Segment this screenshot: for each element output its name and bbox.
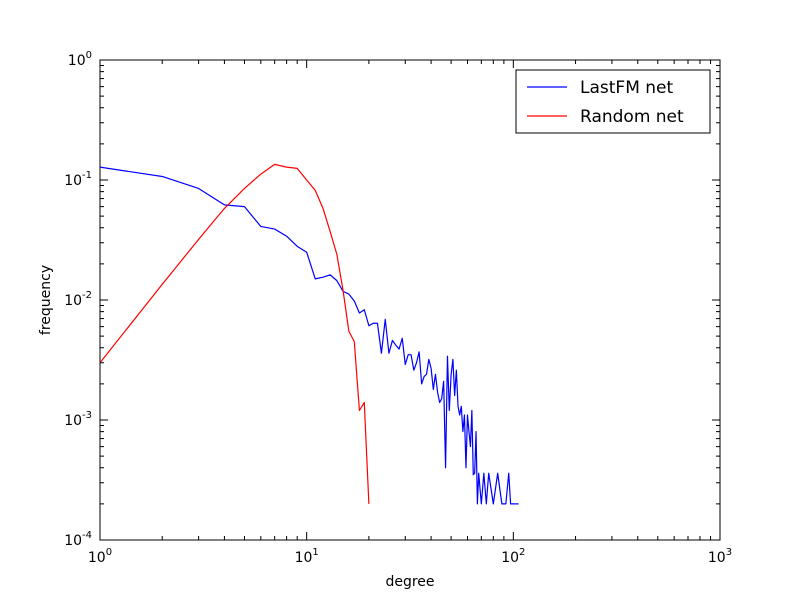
- series-line-random-net: [99, 163, 370, 504]
- y-tick-label-base: 10: [64, 413, 82, 429]
- y-tick-label: 10-2: [64, 290, 92, 309]
- y-tick-label-base: 10: [64, 173, 82, 189]
- x-tick-label-exponent: 3: [726, 547, 732, 558]
- legend: LastFM net Random net: [515, 69, 711, 134]
- y-tick-label-exponent: 0: [86, 50, 92, 61]
- x-tick-labels: 100 101 102 103: [88, 547, 732, 566]
- series-line-lastfm-net: [99, 166, 519, 505]
- x-tick-label: 101: [295, 547, 319, 566]
- x-tick-label: 102: [501, 547, 525, 566]
- x-tick-label-base: 10: [295, 550, 313, 566]
- plot-area: [99, 59, 721, 541]
- y-tick-label: 10-1: [64, 170, 92, 189]
- x-tick-label-base: 10: [88, 550, 106, 566]
- x-tick-label-exponent: 0: [106, 547, 112, 558]
- x-tick-label: 100: [88, 547, 112, 566]
- legend-label-random-net: Random net: [580, 107, 684, 127]
- x-tick-label-base: 10: [501, 550, 519, 566]
- y-tick-label-base: 10: [68, 53, 86, 69]
- y-tick-label-exponent: -2: [82, 290, 92, 301]
- legend-box: [515, 69, 711, 134]
- y-tick-label-exponent: -1: [82, 170, 92, 181]
- y-tick-label: 10-4: [64, 530, 92, 549]
- legend-label-lastfm-net: LastFM net: [580, 78, 673, 98]
- y-tick-label: 100: [68, 50, 92, 69]
- series-layer: [99, 163, 519, 505]
- y-tick-label-exponent: -3: [82, 410, 92, 421]
- x-axis-label: degree: [385, 574, 434, 590]
- ticks-layer: [99, 59, 721, 541]
- x-tick-label-base: 10: [708, 550, 726, 566]
- x-tick-label-exponent: 2: [519, 547, 525, 558]
- y-tick-label: 10-3: [64, 410, 92, 429]
- y-tick-label-base: 10: [64, 293, 82, 309]
- x-tick-label-exponent: 1: [312, 547, 318, 558]
- plot-frame: [99, 59, 721, 541]
- y-axis-label: frequency: [38, 265, 54, 335]
- y-tick-label-exponent: -4: [82, 530, 92, 541]
- x-tick-label: 103: [708, 547, 732, 566]
- y-tick-label-base: 10: [64, 533, 82, 549]
